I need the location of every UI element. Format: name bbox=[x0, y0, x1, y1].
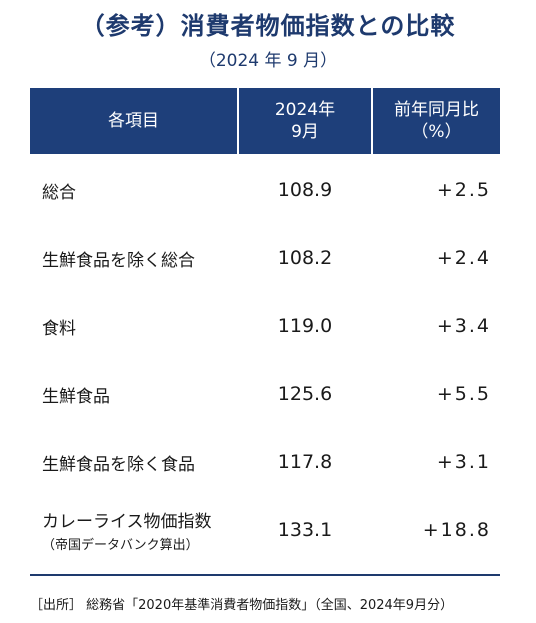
row-yoy-change: +2.5 bbox=[436, 179, 491, 201]
page-title: （参考）消費者物価指数との比較 bbox=[80, 12, 456, 40]
row-yoy-change: +5.5 bbox=[436, 383, 491, 405]
row-label: 生鮮食品を除く食品 bbox=[42, 454, 195, 475]
row-label-cell: 食料 bbox=[42, 292, 76, 360]
row-label-cell: カレーライス物価指数 （帝国データバンク算出） bbox=[42, 496, 212, 564]
table-row: 生鮮食品を除く食品 117.8 +3.1 bbox=[30, 428, 500, 496]
header-month: 2024年 9月 bbox=[239, 88, 371, 154]
row-index-value: 117.8 bbox=[277, 451, 333, 473]
table-header: 各項目 2024年 9月 前年同月比 （%） bbox=[30, 88, 500, 154]
table-row: カレーライス物価指数 （帝国データバンク算出） 133.1 +18.8 bbox=[30, 496, 500, 564]
source-note: ［出所］ 総務省「2020年基準消費者物価指数」（全国、2024年9月分） bbox=[30, 598, 454, 613]
header-yoy-change: 前年同月比 （%） bbox=[373, 88, 500, 154]
row-index-value: 119.0 bbox=[277, 315, 333, 337]
row-yoy-change: +3.1 bbox=[436, 451, 491, 473]
row-index-value: 108.2 bbox=[277, 247, 333, 269]
table-row: 総合 108.9 +2.5 bbox=[30, 156, 500, 224]
row-index-value: 125.6 bbox=[277, 383, 333, 405]
row-label: 食料 bbox=[42, 318, 76, 339]
row-label: カレーライス物価指数 bbox=[42, 512, 212, 532]
row-yoy-change: +2.4 bbox=[436, 247, 491, 269]
row-index-value: 108.9 bbox=[277, 179, 333, 201]
table-row: 生鮮食品を除く総合 108.2 +2.4 bbox=[30, 224, 500, 292]
row-label-cell: 生鮮食品を除く総合 bbox=[42, 224, 195, 292]
row-yoy-change: +18.8 bbox=[422, 519, 491, 541]
row-index-value: 133.1 bbox=[277, 519, 333, 541]
row-yoy-change: +3.4 bbox=[436, 315, 491, 337]
page-subtitle: （2024 年 9 月） bbox=[198, 51, 338, 71]
row-label-cell: 総合 bbox=[42, 156, 76, 224]
table-row: 生鮮食品 125.6 +5.5 bbox=[30, 360, 500, 428]
row-label-cell: 生鮮食品を除く食品 bbox=[42, 428, 195, 496]
header-item: 各項目 bbox=[30, 88, 237, 154]
table-row: 食料 119.0 +3.4 bbox=[30, 292, 500, 360]
row-label-cell: 生鮮食品 bbox=[42, 360, 110, 428]
row-label: 生鮮食品 bbox=[42, 386, 110, 407]
row-label-note: （帝国データバンク算出） bbox=[42, 538, 199, 553]
row-label: 生鮮食品を除く総合 bbox=[42, 250, 195, 271]
row-label: 総合 bbox=[42, 182, 76, 203]
table-bottom-rule bbox=[30, 574, 500, 576]
